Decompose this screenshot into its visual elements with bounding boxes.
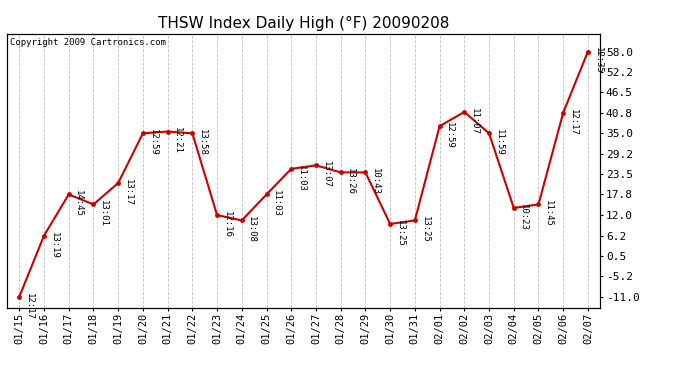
Text: 13:25: 13:25 [420, 216, 429, 243]
Text: 12:35: 12:35 [593, 47, 602, 74]
Text: 11:59: 11:59 [495, 129, 504, 156]
Text: 13:08: 13:08 [247, 216, 257, 243]
Text: 12:17: 12:17 [569, 108, 578, 135]
Title: THSW Index Daily High (°F) 20090208: THSW Index Daily High (°F) 20090208 [158, 16, 449, 31]
Text: 12:59: 12:59 [148, 129, 157, 156]
Text: 13:25: 13:25 [395, 220, 405, 247]
Text: 13:19: 13:19 [50, 231, 59, 258]
Text: 11:45: 11:45 [544, 200, 553, 227]
Text: 12:16: 12:16 [223, 211, 232, 238]
Text: 11:07: 11:07 [470, 108, 479, 135]
Text: 11:03: 11:03 [297, 165, 306, 192]
Text: 12:17: 12:17 [25, 292, 34, 320]
Text: 13:58: 13:58 [198, 129, 207, 156]
Text: 10:43: 10:43 [371, 168, 380, 195]
Text: 14:45: 14:45 [75, 190, 83, 217]
Text: Copyright 2009 Cartronics.com: Copyright 2009 Cartronics.com [10, 38, 166, 47]
Text: 13:17: 13:17 [124, 179, 132, 206]
Text: 10:23: 10:23 [520, 204, 529, 231]
Text: 13:01: 13:01 [99, 200, 108, 227]
Text: 13:07: 13:07 [322, 161, 331, 188]
Text: 11:03: 11:03 [272, 190, 281, 217]
Text: 12:21: 12:21 [173, 128, 182, 154]
Text: 12:59: 12:59 [445, 122, 454, 149]
Text: 13:26: 13:26 [346, 168, 355, 195]
